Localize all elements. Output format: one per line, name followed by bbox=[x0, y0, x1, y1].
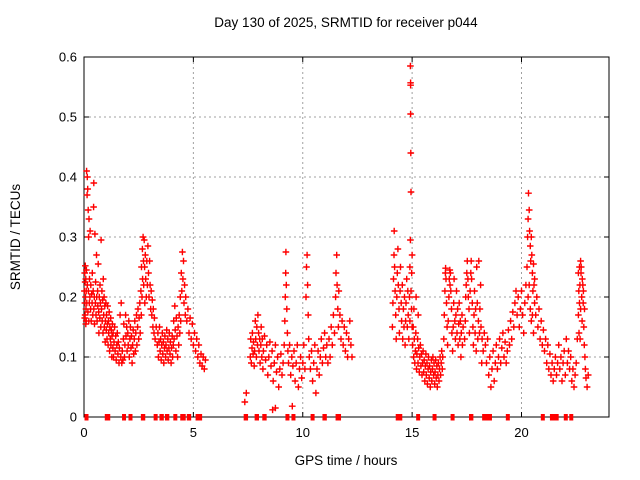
zero-value-marker bbox=[186, 414, 192, 421]
scatter-points bbox=[81, 62, 592, 414]
zero-value-marker bbox=[104, 414, 111, 421]
axes-and-ticks: 0 5 10 15 20 0 0.1 0.2 0.3 0.4 0.5 0.6 bbox=[59, 50, 610, 440]
zero-value-marker bbox=[159, 414, 164, 421]
y-tick-label: 0.6 bbox=[59, 50, 77, 65]
y-tick-label: 0.2 bbox=[59, 290, 77, 305]
zero-value-marker bbox=[395, 414, 403, 421]
zero-value-marker bbox=[563, 414, 568, 421]
zero-value-marker bbox=[549, 414, 559, 421]
zero-value-marker bbox=[164, 414, 170, 421]
zero-value-marker bbox=[482, 414, 492, 421]
zero-value-marker bbox=[310, 414, 315, 421]
zero-value-marker bbox=[153, 414, 158, 421]
zero-value-marker bbox=[173, 414, 178, 421]
zero-value-marker bbox=[416, 414, 421, 421]
zero-value-marker bbox=[285, 414, 290, 421]
zero-value-marker bbox=[128, 414, 133, 421]
zero-value-marker bbox=[322, 414, 327, 421]
zero-value-marker bbox=[180, 414, 186, 421]
x-tick-label: 0 bbox=[80, 425, 87, 440]
x-tick-label: 20 bbox=[514, 425, 528, 440]
x-tick-label: 15 bbox=[405, 425, 419, 440]
data-points-layer bbox=[81, 62, 592, 421]
x-tick-label: 5 bbox=[190, 425, 197, 440]
zero-value-marker bbox=[291, 414, 296, 421]
y-tick-label: 0 bbox=[70, 410, 77, 425]
zero-value-marker bbox=[122, 414, 127, 421]
zero-value-marker bbox=[195, 414, 203, 421]
x-axis-label: GPS time / hours bbox=[295, 453, 398, 468]
x-tick-label: 10 bbox=[296, 425, 310, 440]
zero-value-marker bbox=[469, 414, 474, 421]
zero-value-marker bbox=[335, 414, 342, 421]
zero-value-marker bbox=[505, 414, 510, 421]
zero-value-marker bbox=[262, 414, 267, 421]
zero-value-marker bbox=[432, 414, 437, 421]
zero-value-marker bbox=[254, 414, 259, 421]
y-tick-label: 0.5 bbox=[59, 110, 77, 125]
y-tick-label: 0.1 bbox=[59, 350, 77, 365]
y-axis-label: SRMTID / TECUs bbox=[8, 184, 23, 291]
zero-value-marker bbox=[569, 414, 574, 421]
chart-title: Day 130 of 2025, SRMTID for receiver p04… bbox=[214, 15, 478, 30]
zero-value-marker bbox=[540, 414, 545, 421]
y-tick-label: 0.4 bbox=[59, 170, 77, 185]
y-tick-label: 0.3 bbox=[59, 230, 77, 245]
zero-value-marker bbox=[450, 414, 455, 421]
zero-value-marker bbox=[243, 414, 249, 421]
zero-value-marker bbox=[84, 414, 89, 421]
zero-value-marker bbox=[140, 414, 146, 421]
